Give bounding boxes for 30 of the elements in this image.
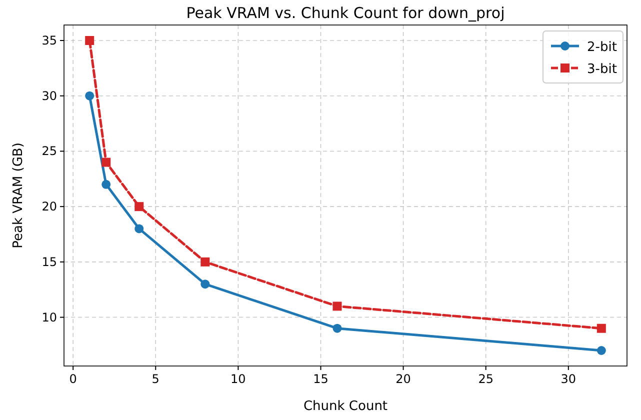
point [332,324,342,333]
y-axis-title: Peak VRAM (GB) [11,142,26,248]
point [134,202,144,212]
x-axis-title: Chunk Count [303,399,388,414]
y-tick-label: 10 [42,310,57,324]
legend-label: 3-bit [587,62,617,77]
point [134,224,144,234]
x-tick-label: 25 [478,372,494,386]
point [102,158,111,167]
x-tick-label: 5 [152,372,160,386]
x-tick-label: 10 [230,372,246,386]
x-tick-label: 20 [396,372,411,386]
y-tick-label: 35 [42,34,57,48]
point [596,324,606,333]
point [200,280,210,289]
chart-title: Peak VRAM vs. Chunk Count for down_proj [186,4,505,22]
x-tick-label: 30 [560,372,576,386]
point [85,91,94,100]
y-tick-label: 15 [42,254,57,269]
x-tick-label: 15 [313,372,328,386]
y-tick-label: 30 [42,88,57,103]
y-tick-label: 20 [42,200,57,214]
point [102,180,111,189]
point [596,346,606,355]
point [332,302,342,311]
y-tick-label: 25 [42,144,57,158]
legend-label: 2-bit [587,40,617,55]
point [85,36,94,45]
x-tick-label: 0 [69,372,77,386]
point [200,257,210,266]
